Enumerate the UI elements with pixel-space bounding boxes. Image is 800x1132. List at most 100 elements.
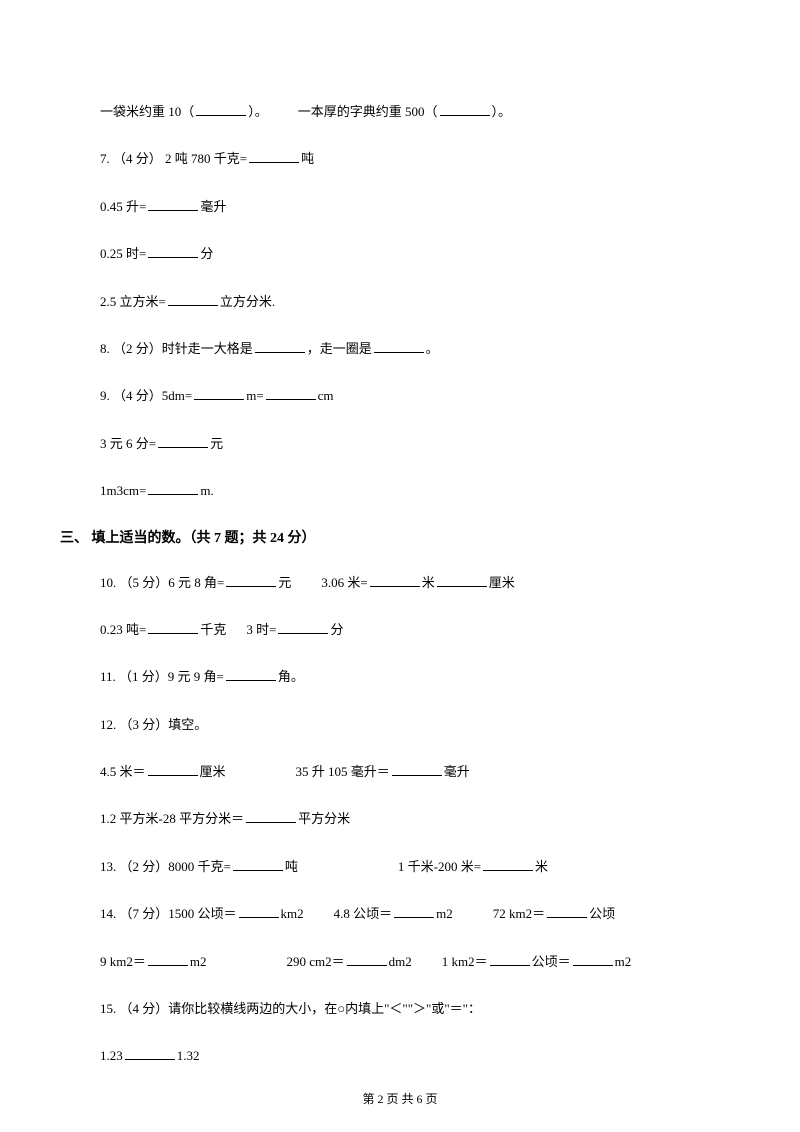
text: 立方分米. bbox=[220, 294, 275, 309]
blank bbox=[394, 904, 434, 918]
text: 毫升 bbox=[444, 764, 470, 779]
text: 290 cm2＝ bbox=[287, 954, 345, 969]
section-header: 三、 填上适当的数。（共 7 题；共 24 分） bbox=[60, 527, 740, 547]
text: 分 bbox=[330, 622, 343, 637]
text: 一本厚的字典约重 500（ bbox=[298, 104, 438, 119]
blank bbox=[125, 1046, 175, 1060]
text: 0.25 时= bbox=[100, 246, 146, 261]
blank bbox=[148, 952, 188, 966]
text: 公顷＝ bbox=[532, 954, 571, 969]
question-line: 1.23 1.32 bbox=[100, 1044, 740, 1067]
blank bbox=[194, 386, 244, 400]
question-line: 0.45 升=毫升 bbox=[100, 195, 740, 218]
text: 元 bbox=[278, 575, 291, 590]
text: ）。 bbox=[248, 104, 268, 119]
blank bbox=[226, 667, 276, 681]
question-line: 9 km2＝ m2 290 cm2＝ dm2 1 km2＝ 公顷＝ m2 bbox=[100, 950, 740, 973]
text: 吨 bbox=[285, 859, 298, 874]
blank bbox=[246, 809, 296, 823]
text: 厘米 bbox=[200, 764, 226, 779]
blank bbox=[168, 292, 218, 306]
text: 角。 bbox=[278, 669, 304, 684]
text: dm2 bbox=[389, 954, 412, 969]
text: 9 km2＝ bbox=[100, 954, 146, 969]
blank bbox=[573, 952, 613, 966]
blank bbox=[547, 904, 587, 918]
text: cm bbox=[318, 388, 334, 403]
blank bbox=[483, 857, 533, 871]
text: m= bbox=[246, 388, 263, 403]
text: 1 km2＝ bbox=[442, 954, 488, 969]
text: 1.2 平方米-28 平方分米＝ bbox=[100, 811, 244, 826]
blank bbox=[239, 904, 279, 918]
text: km2 bbox=[281, 906, 304, 921]
text: 9. （4 分）5dm= bbox=[100, 388, 192, 403]
blank bbox=[374, 339, 424, 353]
text: 12. （3 分）填空。 bbox=[100, 717, 207, 732]
question-line: 一袋米约重 10（ ）。 一本厚的字典约重 500（ ）。 bbox=[100, 100, 740, 123]
blank bbox=[437, 573, 487, 587]
blank bbox=[196, 102, 246, 116]
text: 35 升 105 毫升＝ bbox=[296, 764, 390, 779]
blank bbox=[266, 386, 316, 400]
text: 3 元 6 分= bbox=[100, 436, 156, 451]
text: 3 时= bbox=[246, 622, 276, 637]
question-line: 4.5 米＝ 厘米 35 升 105 毫升＝ 毫升 bbox=[100, 760, 740, 783]
text: 一袋米约重 10（ bbox=[100, 104, 194, 119]
text: m. bbox=[200, 483, 213, 498]
text: 毫升 bbox=[200, 199, 226, 214]
text: 厘米 bbox=[489, 575, 515, 590]
text: 米 bbox=[535, 859, 548, 874]
text: 3.06 米= bbox=[321, 575, 367, 590]
text: 4.8 公顷＝ bbox=[334, 906, 393, 921]
question-line: 1m3cm= m. bbox=[100, 479, 740, 502]
text: 15. （4 分）请你比较横线两边的大小，在○内填上"＜""＞"或"＝"： bbox=[100, 1001, 481, 1016]
question-line: 10. （5 分）6 元 8 角=元3.06 米=米厘米 bbox=[100, 571, 740, 594]
blank bbox=[440, 102, 490, 116]
text: 1.32 bbox=[177, 1048, 200, 1063]
text: 分 bbox=[200, 246, 213, 261]
question-line: 7. （4 分） 2 吨 780 千克= 吨 bbox=[100, 147, 740, 170]
text: 4.5 米＝ bbox=[100, 764, 146, 779]
blank bbox=[347, 952, 387, 966]
question-line: 13. （2 分）8000 千克=吨1 千米-200 米=米 bbox=[100, 855, 740, 878]
question-line: 15. （4 分）请你比较横线两边的大小，在○内填上"＜""＞"或"＝"： bbox=[100, 997, 740, 1020]
blank bbox=[148, 620, 198, 634]
page-footer: 第 2 页 共 6 页 bbox=[0, 1090, 800, 1107]
blank bbox=[158, 434, 208, 448]
text: ）。 bbox=[492, 104, 512, 119]
text: 吨 bbox=[301, 151, 314, 166]
text: 2.5 立方米= bbox=[100, 294, 166, 309]
question-line: 8. （2 分）时针走一大格是 ，走一圈是 。 bbox=[100, 337, 740, 360]
question-line: 12. （3 分）填空。 bbox=[100, 713, 740, 736]
blank bbox=[148, 244, 198, 258]
text: 。 bbox=[426, 341, 439, 356]
text: 元 bbox=[210, 436, 223, 451]
blank bbox=[370, 573, 420, 587]
question-line: 11. （1 分）9 元 9 角=角。 bbox=[100, 665, 740, 688]
text: 13. （2 分）8000 千克= bbox=[100, 859, 231, 874]
text: 1m3cm= bbox=[100, 483, 146, 498]
blank bbox=[255, 339, 305, 353]
text: 千克 bbox=[200, 622, 226, 637]
text: 14. （7 分）1500 公顷＝ bbox=[100, 906, 237, 921]
blank bbox=[392, 762, 442, 776]
text: 7. （4 分） 2 吨 780 千克= bbox=[100, 151, 247, 166]
text: 72 km2＝ bbox=[493, 906, 545, 921]
blank bbox=[148, 197, 198, 211]
text: 8. （2 分）时针走一大格是 bbox=[100, 341, 253, 356]
blank bbox=[490, 952, 530, 966]
text: 1.23 bbox=[100, 1048, 123, 1063]
blank bbox=[249, 149, 299, 163]
text: ，走一圈是 bbox=[307, 341, 372, 356]
text: 平方分米 bbox=[298, 811, 350, 826]
question-line: 0.23 吨=千克3 时=分 bbox=[100, 618, 740, 641]
text: m2 bbox=[436, 906, 453, 921]
question-line: 2.5 立方米= 立方分米. bbox=[100, 290, 740, 313]
question-line: 9. （4 分）5dm= m= cm bbox=[100, 384, 740, 407]
text: 公顷 bbox=[589, 906, 615, 921]
question-line: 0.25 时= 分 bbox=[100, 242, 740, 265]
blank bbox=[226, 573, 276, 587]
text: m2 bbox=[615, 954, 632, 969]
text: m2 bbox=[190, 954, 207, 969]
